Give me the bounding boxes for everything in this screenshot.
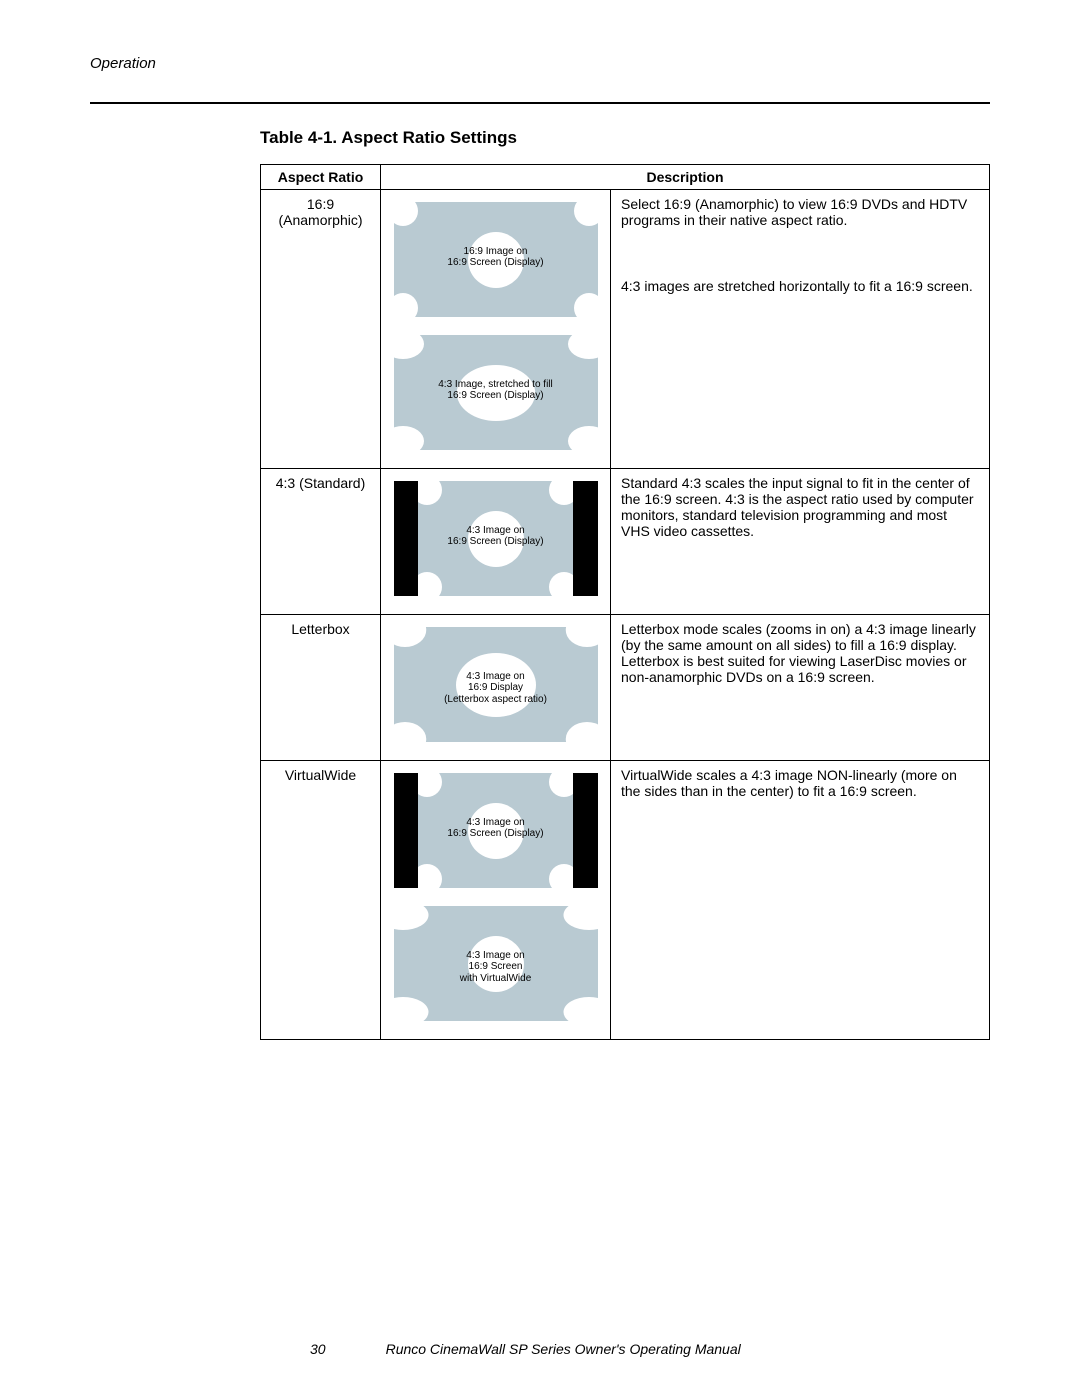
aspect-diagram: 4:3 Image on16:9 Screen (Display)	[389, 481, 602, 596]
aspect-ratio-label: 16:9 (Anamorphic)	[261, 190, 381, 469]
description-cell: Standard 4:3 scales the input signal to …	[611, 469, 990, 615]
diagram-caption: 4:3 Image on16:9 Screen (Display)	[447, 525, 543, 548]
aspect-diagram: 4:3 Image on16:9 Screenwith VirtualWide	[389, 906, 602, 1021]
description-cell: Select 16:9 (Anamorphic) to view 16:9 DV…	[611, 190, 990, 469]
aspect-ratio-label: Letterbox	[261, 615, 381, 761]
manual-title: Runco CinemaWall SP Series Owner's Opera…	[386, 1341, 741, 1357]
table-row: 4:3 (Standard) 4:3 Image on16:9 Screen (D…	[261, 469, 990, 615]
description-text: 4:3 images are stretched horizontally to…	[621, 278, 979, 294]
description-text: VirtualWide scales a 4:3 image NON-linea…	[621, 767, 979, 799]
diagram-caption: 4:3 Image on16:9 Screen (Display)	[447, 817, 543, 840]
description-text: Standard 4:3 scales the input signal to …	[621, 475, 979, 539]
section-header: Operation	[90, 55, 990, 72]
manual-page: Operation Table 4-1. Aspect Ratio Settin…	[0, 0, 1080, 1397]
aspect-diagram: 4:3 Image, stretched to fill16:9 Screen …	[389, 335, 602, 450]
table-title: Table 4-1. Aspect Ratio Settings	[260, 128, 990, 148]
aspect-ratio-label: 4:3 (Standard)	[261, 469, 381, 615]
diagram-cell: 16:9 Image on16:9 Screen (Display) 4:3 Im…	[381, 190, 611, 469]
aspect-diagram: 4:3 Image on16:9 Screen (Display)	[389, 773, 602, 888]
table-row: 16:9 (Anamorphic)16:9 Image on16:9 Scree…	[261, 190, 990, 469]
table-header-aspect: Aspect Ratio	[261, 165, 381, 190]
divider	[90, 102, 990, 104]
diagram-cell: 4:3 Image on16:9 Screen (Display)	[381, 469, 611, 615]
aspect-ratio-table: Aspect Ratio Description 16:9 (Anamorphi…	[260, 164, 990, 1040]
table-row: VirtualWide4:3 Image on16:9 Screen (Disp…	[261, 761, 990, 1040]
page-footer: 30 Runco CinemaWall SP Series Owner's Op…	[90, 1341, 990, 1357]
description-cell: VirtualWide scales a 4:3 image NON-linea…	[611, 761, 990, 1040]
diagram-caption: 4:3 Image on16:9 Display(Letterbox aspec…	[444, 671, 547, 706]
page-number: 30	[310, 1341, 326, 1357]
description-text: Letterbox mode scales (zooms in on) a 4:…	[621, 621, 979, 685]
aspect-diagram: 4:3 Image on16:9 Display(Letterbox aspec…	[389, 627, 602, 742]
aspect-ratio-label: VirtualWide	[261, 761, 381, 1040]
diagram-caption: 16:9 Image on16:9 Screen (Display)	[447, 246, 543, 269]
diagram-cell: 4:3 Image on16:9 Screen (Display) 4:3 Ima…	[381, 761, 611, 1040]
diagram-cell: 4:3 Image on16:9 Display(Letterbox aspec…	[381, 615, 611, 761]
table-row: Letterbox 4:3 Image on16:9 Display(Letter…	[261, 615, 990, 761]
diagram-caption: 4:3 Image on16:9 Screenwith VirtualWide	[460, 950, 532, 985]
description-text: Select 16:9 (Anamorphic) to view 16:9 DV…	[621, 196, 979, 228]
aspect-diagram: 16:9 Image on16:9 Screen (Display)	[389, 202, 602, 317]
description-cell: Letterbox mode scales (zooms in on) a 4:…	[611, 615, 990, 761]
diagram-caption: 4:3 Image, stretched to fill16:9 Screen …	[438, 379, 553, 402]
table-header-description: Description	[381, 165, 990, 190]
